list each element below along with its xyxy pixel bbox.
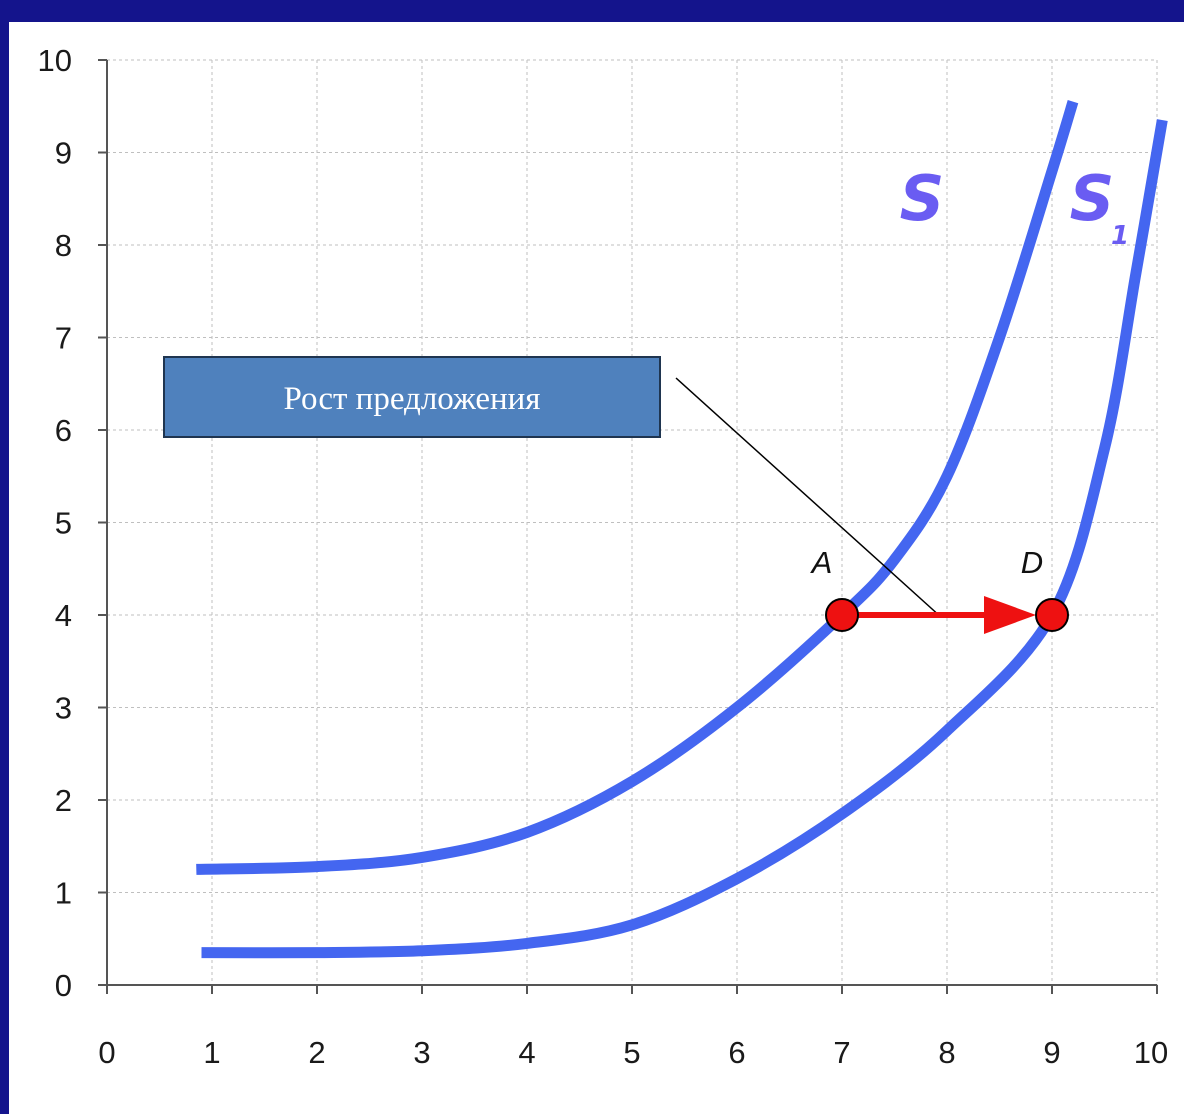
y-tick-label: 0: [55, 968, 72, 1003]
y-tick-label: 10: [38, 43, 72, 78]
x-tick-label: 0: [98, 1035, 115, 1070]
point-a: [825, 598, 859, 632]
x-tick-label: 5: [623, 1035, 640, 1070]
x-tick-label: 7: [833, 1035, 850, 1070]
curve-label-s1: S 1: [1070, 162, 1129, 251]
x-tick-label: 4: [518, 1035, 535, 1070]
curve-label-s: S: [900, 162, 945, 235]
y-tick-label: 9: [55, 136, 72, 171]
axes: [98, 59, 1158, 994]
y-tick-label: 2: [55, 783, 72, 818]
x-tick-label: 8: [938, 1035, 955, 1070]
y-tick-label: 6: [55, 413, 72, 448]
shift-arrow-head: [984, 596, 1036, 634]
point-d: [1035, 598, 1069, 632]
frame-left-band: [0, 0, 9, 1114]
callout-box: Рост предложения: [163, 356, 661, 438]
x-tick-label: 6: [728, 1035, 745, 1070]
callout-box-bg: [163, 356, 661, 438]
supply-curve-s: [196, 100, 1079, 875]
curve-label-s1-subscript: 1: [1111, 221, 1129, 251]
callout-text: Рост предложения: [284, 381, 541, 417]
x-tick-label: 3: [413, 1035, 430, 1070]
y-tick-label: 5: [55, 506, 72, 541]
curves: [196, 100, 1168, 959]
y-tick-label: 8: [55, 228, 72, 263]
callout-pointer-line: [675, 377, 938, 614]
x-tick-label: 1: [203, 1035, 220, 1070]
x-tick-label: 10: [1134, 1035, 1168, 1070]
shift-arrow: [858, 596, 1036, 634]
curve-label-s1-main: S: [1070, 162, 1115, 235]
y-tick-label: 3: [55, 691, 72, 726]
supply-curve-s1: [201, 119, 1168, 959]
x-tick-label: 9: [1043, 1035, 1060, 1070]
y-tick-label: 1: [55, 876, 72, 911]
frame-top-band: [0, 0, 1184, 22]
tick-labels: 0 1 2 3 4 5 6 7 8 9 10 0 1 2 3 4 5 6 7 8 9 10: [38, 43, 1169, 1070]
point-label-d: D: [1021, 545, 1043, 580]
point-label-a: A: [810, 545, 833, 580]
y-tick-label: 7: [55, 321, 72, 356]
x-tick-label: 2: [308, 1035, 325, 1070]
y-tick-label: 4: [55, 598, 72, 633]
